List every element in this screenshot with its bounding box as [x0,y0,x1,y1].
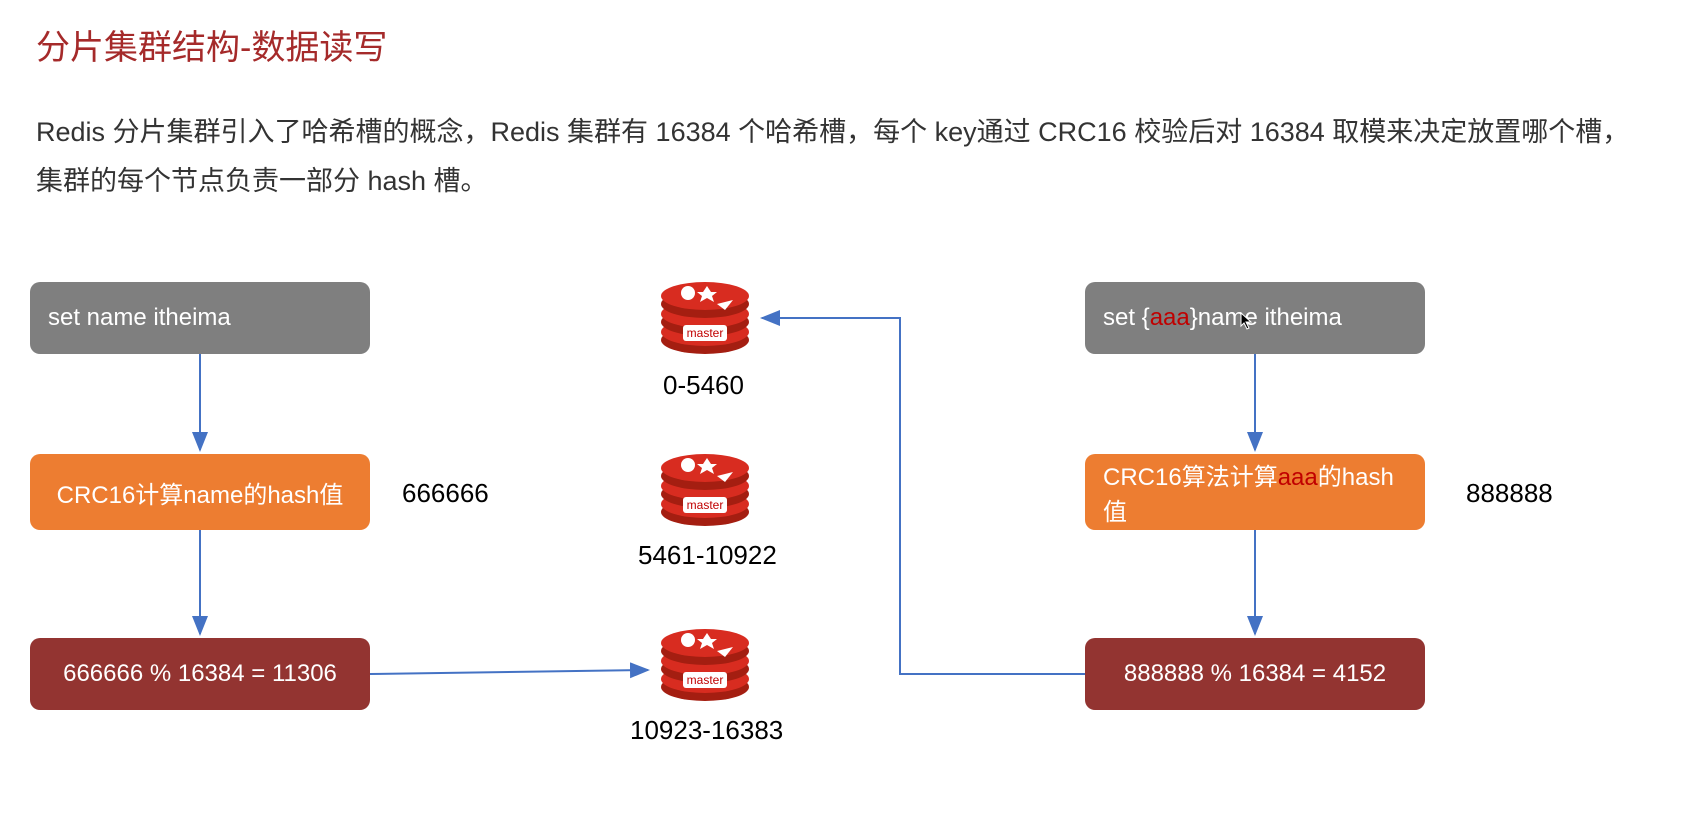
right-crc-box: CRC16算法计算aaa的hash值 [1085,454,1425,530]
cursor-icon [1240,312,1254,330]
left-mod-box: 666666 % 16384 = 11306 [30,638,370,710]
right-crc-value: 888888 [1466,478,1553,509]
redis-master-icon-1: master [655,278,755,356]
right-set-prefix: set { [1103,304,1150,331]
right-crc-text: CRC16算法计算aaa的hash值 [1103,457,1407,527]
redis-master-icon-3: master [655,625,755,703]
master-range-1: 0-5460 [663,370,744,401]
arrow-left-to-master3 [370,670,648,674]
page-description: Redis 分片集群引入了哈希槽的概念，Redis 集群有 16384 个哈希槽… [36,108,1656,205]
left-set-command-text: set name itheima [48,304,231,332]
right-set-command-text: set {aaa}name itheima [1103,304,1342,332]
left-mod-text: 666666 % 16384 = 11306 [63,660,337,688]
right-mod-box: 888888 % 16384 = 4152 [1085,638,1425,710]
right-crc-prefix: CRC16算法计算 [1103,464,1278,491]
right-mod-text: 888888 % 16384 = 4152 [1124,660,1386,688]
svg-text:master: master [687,326,724,340]
master-range-3: 10923-16383 [630,715,783,746]
right-set-suffix: }name itheima [1190,304,1342,331]
left-crc-text: CRC16计算name的hash值 [57,475,344,510]
right-crc-highlight: aaa [1278,464,1318,491]
redis-master-icon-2: master [655,450,755,528]
svg-text:master: master [687,673,724,687]
right-set-command-box: set {aaa}name itheima [1085,282,1425,354]
arrow-right-to-master1 [762,318,1085,674]
left-crc-value: 666666 [402,478,489,509]
svg-text:master: master [687,498,724,512]
right-set-highlight: aaa [1150,304,1190,331]
left-set-command-box: set name itheima [30,282,370,354]
left-crc-box: CRC16计算name的hash值 [30,454,370,530]
master-range-2: 5461-10922 [638,540,777,571]
page-title: 分片集群结构-数据读写 [36,20,387,69]
